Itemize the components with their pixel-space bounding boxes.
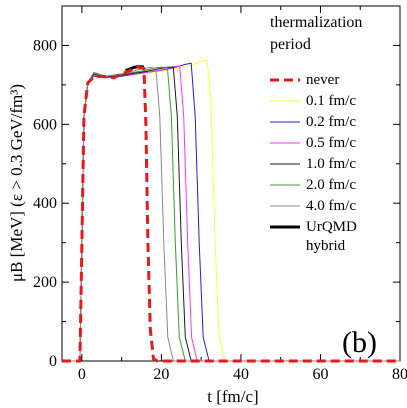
- series-line-0: [62, 65, 400, 363]
- y-tick-label: 200: [33, 274, 57, 291]
- legend-title: period: [270, 36, 311, 53]
- legend-label-7: UrQMD hybrid: [306, 219, 357, 254]
- legend-label-1: 0.1 fm/c: [306, 93, 356, 109]
- y-tick-label: 600: [33, 116, 57, 133]
- panel-label: (b): [342, 326, 377, 359]
- legend-label-6: 4.0 fm/c: [306, 198, 356, 214]
- series-line-6: [62, 67, 400, 362]
- x-tick-label: 40: [233, 366, 249, 383]
- legend-title: thermalization: [270, 14, 362, 31]
- y-axis-title: μB [MeV] (ε > 0.3 GeV/fm³): [7, 84, 26, 282]
- y-tick-label: 800: [33, 37, 57, 54]
- series-line-5: [62, 66, 400, 362]
- x-tick-label: 0: [78, 366, 86, 383]
- legend-label-4: 1.0 fm/c: [306, 156, 356, 172]
- legend-label-2: 0.2 fm/c: [306, 114, 356, 130]
- x-tick-label: 60: [312, 366, 328, 383]
- series-line-4: [62, 66, 400, 362]
- y-tick-label: 400: [33, 195, 57, 212]
- legend-label-5: 2.0 fm/c: [306, 177, 356, 193]
- x-tick-label: 20: [153, 366, 169, 383]
- x-tick-label: 80: [392, 366, 407, 383]
- legend-label-0: never: [306, 72, 339, 88]
- legend-label-3: 0.5 fm/c: [306, 135, 356, 151]
- y-tick-label: 0: [49, 353, 57, 370]
- x-axis-title: t [fm/c]: [207, 387, 258, 406]
